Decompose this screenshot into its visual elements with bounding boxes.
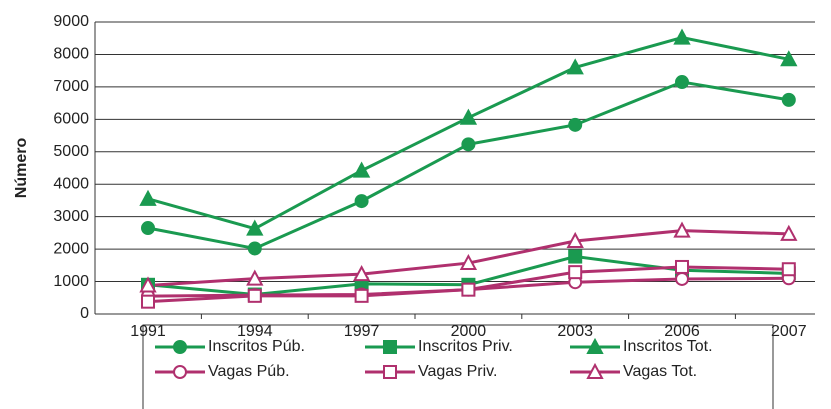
point	[246, 269, 264, 286]
x-tick-label: 1994	[237, 323, 273, 340]
point	[461, 282, 476, 297]
legend-marker	[383, 340, 397, 354]
point	[568, 265, 583, 280]
x-tick-label: 2000	[451, 323, 487, 340]
y-tick-label: 5000	[53, 143, 89, 160]
point	[141, 294, 155, 309]
legend-label: Inscritos Púb.	[208, 338, 305, 355]
series-line	[147, 36, 790, 231]
point	[246, 219, 264, 236]
point	[139, 276, 157, 293]
legend-marker	[586, 362, 604, 379]
legend-label: Vagas Tot.	[623, 363, 697, 380]
y-tick-label: 9000	[53, 13, 89, 30]
point	[673, 28, 691, 45]
x-tick-label: 2003	[557, 323, 593, 340]
point	[139, 189, 157, 206]
y-tick-label: 4000	[53, 175, 89, 192]
legend-box	[142, 324, 774, 409]
y-tick-label: 8000	[53, 46, 89, 63]
point	[461, 137, 476, 152]
point	[780, 224, 798, 241]
x-tick-label: 1997	[344, 323, 380, 340]
point	[781, 262, 796, 277]
legend-label: Inscritos Priv.	[418, 338, 513, 355]
y-tick-label: 0	[80, 305, 89, 322]
x-tick-label: 1991	[130, 323, 166, 340]
point	[247, 241, 262, 256]
point	[354, 194, 369, 209]
point	[352, 264, 371, 282]
legend-marker	[383, 365, 397, 379]
legend-label: Vagas Priv.	[418, 363, 497, 380]
y-tick-label: 6000	[53, 111, 89, 128]
legend-marker	[173, 340, 187, 354]
point	[566, 58, 584, 75]
point	[780, 50, 798, 67]
point	[141, 221, 155, 236]
point	[675, 271, 689, 286]
y-tick-label: 1000	[53, 273, 89, 290]
point	[675, 75, 689, 90]
x-tick-label: 2007	[771, 323, 807, 340]
point	[354, 288, 369, 303]
point	[673, 221, 691, 238]
legend-marker	[173, 365, 187, 379]
point	[568, 249, 583, 264]
point	[781, 92, 796, 107]
x-tick-label: 2006	[664, 323, 700, 340]
point	[568, 117, 583, 132]
legend-label: Inscritos Tot.	[623, 338, 713, 355]
point	[675, 259, 689, 274]
point	[247, 288, 262, 303]
y-tick-label: 2000	[53, 240, 89, 257]
legend-label: Vagas Púb.	[208, 363, 290, 380]
point	[459, 253, 478, 271]
point	[352, 161, 371, 178]
series-line	[147, 80, 790, 251]
point	[566, 231, 584, 248]
point	[459, 108, 478, 125]
y-tick-label: 3000	[53, 208, 89, 225]
y-tick-label: 7000	[53, 78, 89, 95]
y-axis-label: Número	[13, 138, 30, 199]
legend-marker	[586, 337, 604, 354]
